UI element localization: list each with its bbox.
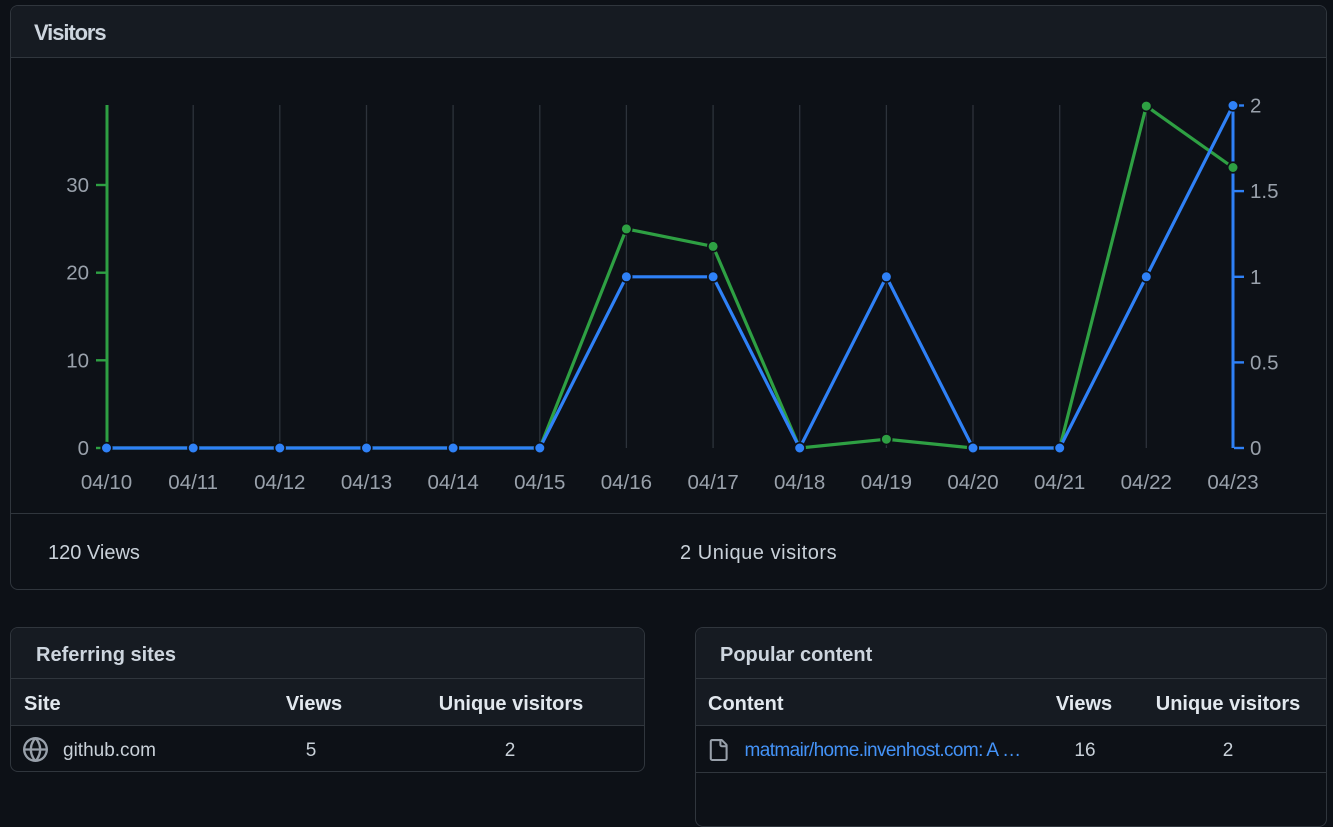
svg-text:0: 0 — [78, 437, 89, 460]
svg-text:04/18: 04/18 — [774, 471, 825, 494]
svg-text:1.5: 1.5 — [1250, 180, 1279, 203]
svg-text:1: 1 — [1250, 266, 1261, 289]
svg-text:04/19: 04/19 — [861, 471, 912, 494]
svg-text:2: 2 — [1250, 95, 1261, 118]
svg-text:04/15: 04/15 — [514, 471, 565, 494]
svg-text:04/14: 04/14 — [427, 471, 478, 494]
svg-text:10: 10 — [66, 349, 89, 372]
svg-text:0.5: 0.5 — [1250, 351, 1279, 374]
svg-text:04/11: 04/11 — [168, 471, 218, 494]
svg-text:04/22: 04/22 — [1121, 471, 1172, 494]
svg-text:30: 30 — [66, 174, 89, 197]
svg-text:0: 0 — [1250, 437, 1261, 460]
svg-text:04/16: 04/16 — [601, 471, 652, 494]
svg-text:04/21: 04/21 — [1034, 471, 1085, 494]
svg-text:04/20: 04/20 — [947, 471, 998, 494]
svg-text:04/12: 04/12 — [254, 471, 305, 494]
svg-text:04/23: 04/23 — [1207, 471, 1258, 494]
svg-text:04/17: 04/17 — [687, 471, 738, 494]
svg-text:04/10: 04/10 — [81, 471, 132, 494]
svg-text:20: 20 — [66, 262, 89, 285]
svg-text:04/13: 04/13 — [341, 471, 392, 494]
